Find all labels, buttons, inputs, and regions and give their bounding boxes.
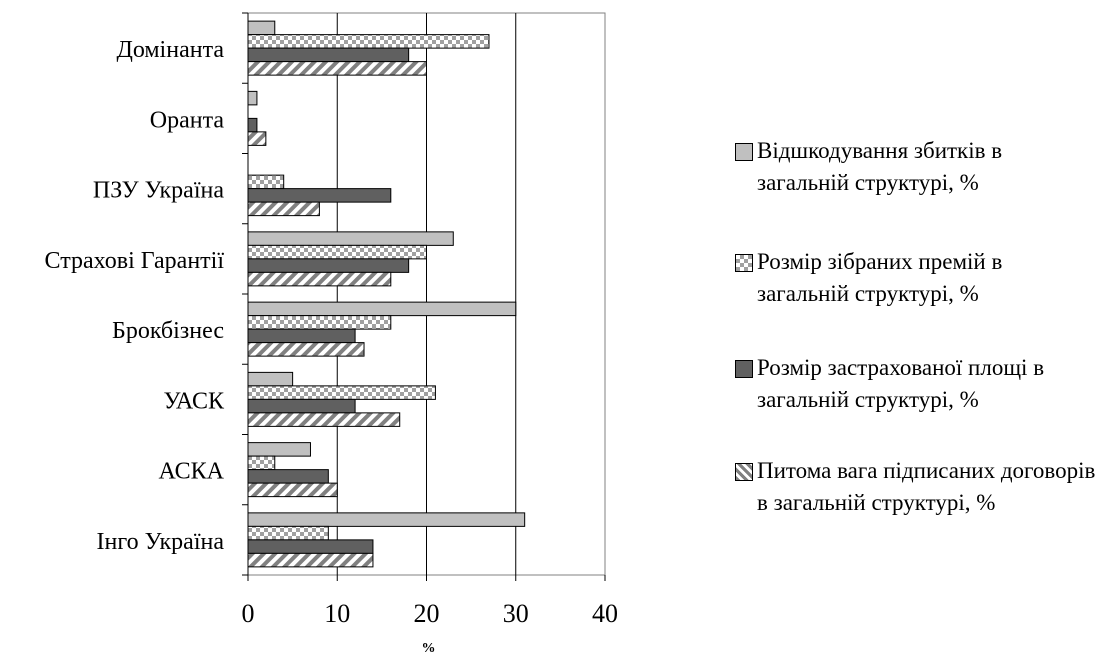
bar <box>247 512 526 527</box>
x-tick-label: 0 <box>242 599 255 628</box>
legend-swatch <box>735 143 753 161</box>
bar <box>247 117 258 133</box>
x-tick-label: 40 <box>592 599 618 628</box>
bar <box>247 385 436 400</box>
y-tick-label: УАСК <box>163 388 225 414</box>
y-tick-label: ПЗУ Україна <box>93 178 224 204</box>
legend-label: Відшкодування збитків в загальній структ… <box>757 138 1003 195</box>
x-tick-label: 20 <box>414 599 440 628</box>
bar <box>247 525 329 541</box>
bar <box>247 482 338 498</box>
x-tick-label: 30 <box>503 599 529 628</box>
y-tick-label: АСКА <box>159 459 225 485</box>
y-tick-label: Брокбізнес <box>112 318 224 344</box>
y-tick-label: Інго Україна <box>97 529 225 555</box>
bar <box>247 552 374 568</box>
bar <box>247 469 329 484</box>
bar <box>247 20 276 36</box>
bar <box>247 131 267 146</box>
bar <box>247 34 490 49</box>
y-tick-label: Страхові Гарантії <box>45 248 225 274</box>
bar <box>247 371 294 387</box>
bar <box>247 342 365 357</box>
bar <box>247 271 392 287</box>
legend-label: Розмір застрахованої площі в загальній с… <box>757 355 1045 412</box>
legend-swatch <box>735 254 753 272</box>
bar <box>247 201 320 217</box>
bar <box>247 244 427 260</box>
bar <box>247 174 285 190</box>
bar-chart: 0 10 20 30 40 Домінанта Оранта ПЗУ Україна Страх… <box>45 12 618 655</box>
bar <box>247 47 410 63</box>
bar <box>247 188 392 203</box>
y-tick-label: Домінанта <box>116 37 224 63</box>
legend-label: Питома вага підписаних договорів в загал… <box>757 458 1096 515</box>
bar <box>247 61 427 76</box>
bar <box>247 258 410 273</box>
legend-label: Розмір зібраних премій в загальній струк… <box>757 249 1003 306</box>
bar <box>247 90 258 106</box>
bar <box>247 412 401 427</box>
bar <box>247 315 392 330</box>
legend: Відшкодування збитків в загальній структ… <box>735 0 1101 655</box>
bar <box>247 539 374 554</box>
legend-swatch <box>735 463 753 481</box>
bar <box>247 442 311 457</box>
bar <box>247 398 356 414</box>
bar <box>247 231 454 246</box>
x-tick-label: 10 <box>324 599 350 628</box>
bar <box>247 328 356 344</box>
bar <box>247 455 276 471</box>
bar <box>247 301 517 317</box>
y-tick-label: Оранта <box>150 107 225 133</box>
x-axis-label: % <box>422 641 436 655</box>
legend-swatch <box>735 360 753 378</box>
